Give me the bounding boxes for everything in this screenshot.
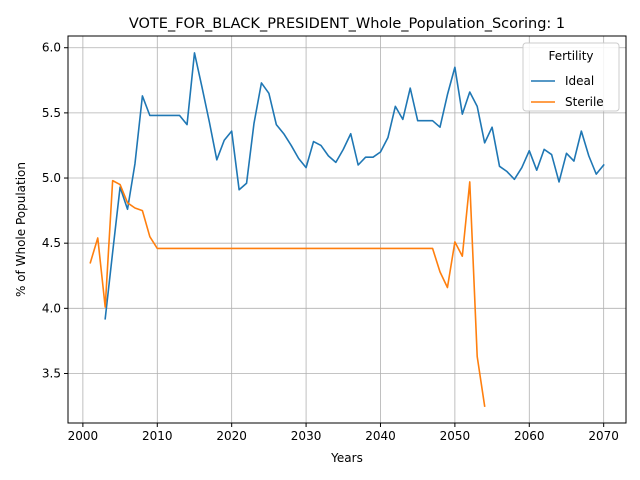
y-tick-label: 5.5 bbox=[42, 106, 61, 120]
x-tick-label: 2070 bbox=[588, 429, 619, 443]
y-tick-label: 4.5 bbox=[42, 236, 61, 250]
legend-label-sterile: Sterile bbox=[565, 95, 604, 109]
x-tick-label: 2020 bbox=[216, 429, 247, 443]
x-tick-label: 2060 bbox=[514, 429, 545, 443]
y-tick-label: 4.0 bbox=[42, 301, 61, 315]
chart-title: VOTE_FOR_BLACK_PRESIDENT_Whole_Populatio… bbox=[129, 16, 565, 32]
legend: Fertility Ideal Sterile bbox=[522, 42, 620, 112]
x-tick-label: 2030 bbox=[291, 429, 322, 443]
x-tick-label: 2050 bbox=[440, 429, 471, 443]
y-tick-label: 3.5 bbox=[42, 366, 61, 380]
x-tick-label: 2010 bbox=[142, 429, 173, 443]
x-tick-label: 2040 bbox=[365, 429, 396, 443]
legend-label-ideal: Ideal bbox=[565, 74, 594, 88]
y-axis-title: % of Whole Population bbox=[14, 162, 28, 297]
legend-entries: Ideal Sterile bbox=[531, 74, 604, 109]
plot-frame bbox=[67, 35, 627, 424]
y-tick-label: 6.0 bbox=[42, 41, 61, 55]
y-tick-label: 5.0 bbox=[42, 171, 61, 185]
series-line-ideal bbox=[104, 52, 605, 320]
x-axis-title: Years bbox=[330, 451, 363, 465]
x-tick-label: 2000 bbox=[68, 429, 99, 443]
legend-title: Fertility bbox=[548, 49, 593, 63]
legend-box bbox=[522, 42, 620, 112]
series-line-sterile bbox=[89, 179, 486, 407]
series-lines bbox=[89, 52, 605, 407]
axis-ticks: 2000 2010 2020 2030 2040 2050 2060 2070 3.5 4.0 4.… bbox=[42, 41, 619, 443]
